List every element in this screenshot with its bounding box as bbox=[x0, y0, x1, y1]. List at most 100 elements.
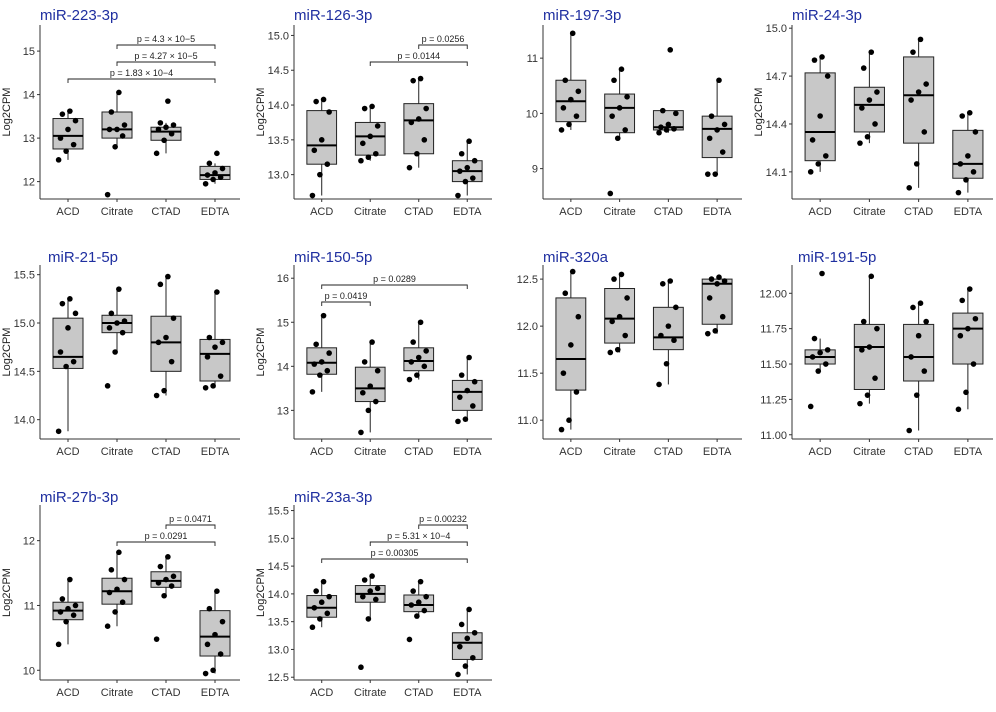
data-point bbox=[67, 296, 73, 302]
data-point bbox=[204, 641, 211, 648]
data-point bbox=[609, 113, 615, 119]
data-point bbox=[421, 363, 428, 370]
y-tick-label: 15.5 bbox=[14, 270, 35, 282]
data-point bbox=[369, 339, 375, 345]
significance-bracket bbox=[116, 541, 216, 546]
y-tick-label: 14.1 bbox=[766, 167, 787, 179]
data-point bbox=[470, 175, 476, 181]
data-point bbox=[116, 549, 122, 556]
box-citrate bbox=[853, 52, 885, 144]
data-point bbox=[471, 157, 478, 164]
data-point bbox=[59, 300, 66, 307]
box-body bbox=[403, 103, 435, 155]
data-point bbox=[611, 276, 617, 282]
data-point bbox=[811, 335, 818, 342]
x-tick-label: EDTA bbox=[201, 687, 230, 699]
data-point bbox=[656, 381, 662, 388]
x-tick-label: CTAD bbox=[404, 206, 433, 218]
x-tick-label: CTAD bbox=[151, 446, 180, 458]
data-point bbox=[917, 36, 924, 43]
significance-bracket bbox=[369, 61, 468, 66]
data-point bbox=[721, 278, 728, 284]
data-point bbox=[857, 400, 863, 407]
y-tick-label: 12 bbox=[23, 177, 35, 189]
data-point bbox=[673, 110, 679, 117]
data-point bbox=[210, 383, 216, 389]
data-point bbox=[417, 319, 424, 326]
data-point bbox=[309, 192, 316, 199]
data-point bbox=[575, 88, 582, 95]
data-point bbox=[923, 81, 929, 87]
y-tick-label: 11.5 bbox=[517, 368, 538, 380]
data-point bbox=[212, 170, 218, 176]
data-point bbox=[874, 89, 880, 95]
data-point bbox=[367, 133, 374, 140]
data-point bbox=[712, 328, 719, 334]
data-point bbox=[618, 66, 625, 72]
data-point bbox=[866, 344, 873, 350]
data-point bbox=[219, 339, 226, 346]
panel-3: miR-24-3p 14.1 14.4 14.7 15.0 Log2CPM ACD Citra… bbox=[753, 7, 993, 218]
data-point bbox=[161, 387, 167, 394]
box-body bbox=[150, 315, 182, 372]
data-point bbox=[706, 135, 713, 142]
significance-bracket bbox=[369, 541, 468, 546]
data-point bbox=[658, 332, 664, 339]
data-point bbox=[618, 271, 625, 278]
data-point bbox=[415, 116, 422, 122]
y-axis-label: Log2CPM bbox=[255, 88, 267, 137]
data-point bbox=[959, 113, 966, 119]
x-tick-label: Citrate bbox=[101, 687, 133, 699]
p-value-label: p = 0.00305 bbox=[371, 548, 419, 558]
data-point bbox=[70, 612, 77, 618]
data-point bbox=[365, 154, 372, 161]
data-point bbox=[206, 160, 213, 167]
data-point bbox=[560, 370, 567, 376]
data-point bbox=[67, 108, 73, 114]
data-point bbox=[358, 664, 364, 671]
data-point bbox=[112, 349, 118, 355]
data-point bbox=[212, 344, 218, 350]
data-point bbox=[165, 273, 171, 280]
data-point bbox=[317, 616, 323, 622]
data-point bbox=[320, 578, 327, 585]
data-point bbox=[462, 178, 469, 185]
data-point bbox=[415, 354, 422, 361]
data-point bbox=[921, 129, 928, 135]
data-point bbox=[55, 157, 62, 163]
y-tick-label: 10 bbox=[23, 665, 35, 677]
data-point bbox=[568, 342, 574, 348]
x-tick-label: EDTA bbox=[703, 446, 732, 458]
x-tick-label: EDTA bbox=[954, 446, 983, 458]
box-acd bbox=[555, 33, 587, 130]
data-point bbox=[622, 332, 629, 339]
panel-2: miR-197-3p 9 10 11 ACD Citrate CTAD EDTA bbox=[526, 7, 742, 218]
data-point bbox=[168, 583, 175, 589]
data-point bbox=[361, 105, 368, 112]
box-body bbox=[52, 118, 84, 150]
panel-title: miR-24-3p bbox=[792, 7, 862, 24]
data-point bbox=[114, 586, 120, 593]
data-point bbox=[457, 168, 463, 174]
data-point bbox=[923, 318, 929, 325]
data-point bbox=[114, 320, 120, 326]
data-point bbox=[161, 137, 167, 144]
data-point bbox=[921, 368, 928, 374]
data-point bbox=[423, 593, 429, 600]
data-point bbox=[458, 621, 465, 628]
panel-title: miR-150-5p bbox=[294, 249, 372, 266]
y-tick-label: 11.75 bbox=[760, 324, 787, 336]
data-point bbox=[819, 54, 825, 60]
data-point bbox=[824, 347, 831, 353]
data-point bbox=[63, 618, 69, 625]
x-tick-label: Citrate bbox=[101, 446, 133, 458]
data-point bbox=[365, 616, 372, 622]
data-point bbox=[168, 358, 175, 365]
data-point bbox=[106, 126, 113, 133]
box-acd bbox=[804, 56, 836, 172]
y-tick-label: 14.0 bbox=[268, 100, 289, 112]
data-point bbox=[955, 189, 962, 196]
data-point bbox=[374, 367, 381, 374]
data-point bbox=[374, 585, 381, 592]
p-value-label: p = 0.0471 bbox=[169, 514, 212, 524]
